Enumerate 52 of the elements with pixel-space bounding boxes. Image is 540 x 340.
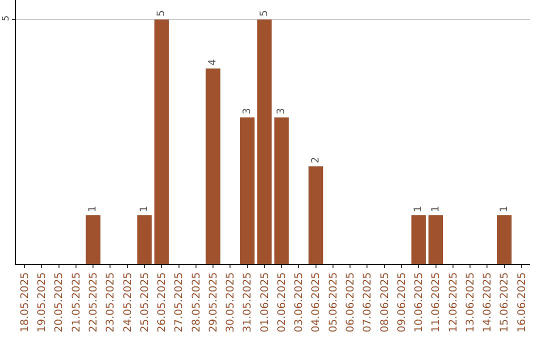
- data-label: 3: [242, 108, 253, 114]
- x-tick-label: 02.06.2025: [276, 272, 288, 332]
- data-label: 1: [413, 206, 424, 212]
- bar: [257, 20, 272, 264]
- x-tick-label: 29.05.2025: [207, 272, 220, 332]
- x-tick-label: 08.06.2025: [378, 272, 391, 332]
- bar: [206, 68, 220, 264]
- bar: [411, 215, 426, 264]
- x-tick-label: 31.05.2025: [242, 272, 254, 332]
- data-label: 3: [276, 108, 288, 114]
- bar: [137, 215, 152, 264]
- x-tick-label: 06.06.2025: [344, 272, 357, 332]
- bar: [308, 166, 324, 264]
- x-tick-label: 24.05.2025: [122, 272, 134, 332]
- data-label: 1: [139, 206, 150, 212]
- data-label: 4: [208, 59, 219, 66]
- x-tick-label: 07.06.2025: [362, 272, 374, 332]
- x-tick-label: 03.06.2025: [293, 272, 306, 332]
- x-tick-label: 27.05.2025: [173, 272, 186, 332]
- x-tick-label: 20.05.2025: [53, 272, 66, 332]
- x-tick-label: 19.05.2025: [36, 272, 48, 332]
- x-tick-label: 26.05.2025: [156, 272, 168, 332]
- x-tick-label: 13.06.2025: [464, 272, 476, 332]
- x-tick-label: 21.05.2025: [70, 272, 82, 332]
- x-tick-label: 12.06.2025: [447, 272, 460, 332]
- x-tick-label: 05.06.2025: [327, 272, 340, 332]
- data-label: 1: [498, 206, 510, 212]
- x-tick-label: 10.06.2025: [413, 272, 426, 332]
- bar: [86, 215, 100, 264]
- x-tick-label: 01.06.2025: [258, 272, 271, 332]
- data-label: 1: [430, 206, 442, 212]
- x-tick-label: 28.05.2025: [190, 272, 202, 332]
- x-tick-label: 16.06.2025: [516, 272, 528, 332]
- x-tick-label: 15.06.2025: [498, 272, 511, 332]
- x-tick-label: 18.05.2025: [18, 272, 31, 332]
- x-tick-label: 25.05.2025: [138, 272, 151, 332]
- bar: [240, 117, 255, 264]
- bar: [274, 117, 289, 264]
- x-tick-label: 09.06.2025: [396, 272, 408, 332]
- data-label: 2: [310, 156, 322, 164]
- x-tick-label: 30.05.2025: [224, 272, 237, 332]
- x-tick-label: 22.05.2025: [88, 272, 100, 332]
- bar: [428, 215, 444, 264]
- data-label: 5: [258, 10, 270, 17]
- x-tick-label: 11.06.2025: [430, 272, 442, 332]
- x-tick-label: 04.06.2025: [310, 272, 322, 332]
- data-label: 5: [156, 10, 168, 17]
- x-tick-label: 14.06.2025: [482, 272, 494, 332]
- data-label: 1: [88, 206, 99, 212]
- bar: [497, 215, 512, 264]
- bar: [154, 20, 169, 264]
- x-tick-label: 23.05.2025: [104, 272, 117, 332]
